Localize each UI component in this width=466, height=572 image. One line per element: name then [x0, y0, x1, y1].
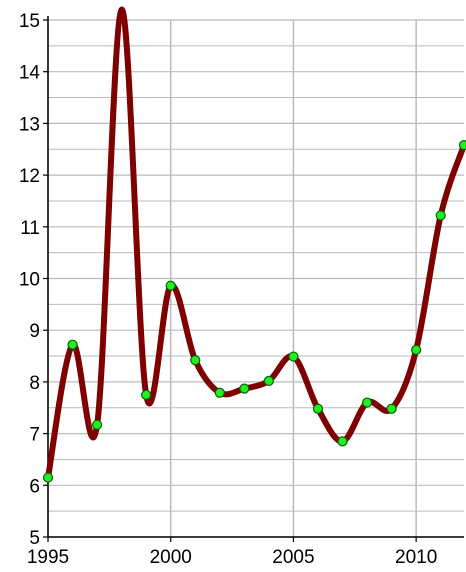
data-point — [435, 210, 446, 221]
grid — [47, 19, 464, 538]
data-point — [165, 280, 176, 291]
y-tick-label: 9 — [29, 321, 40, 342]
data-point — [239, 383, 250, 394]
y-tick-label: 7 — [29, 425, 40, 446]
data-point — [190, 355, 201, 366]
y-tick-label: 6 — [29, 476, 40, 497]
data-point — [67, 339, 78, 350]
data-point — [42, 472, 54, 483]
data-point — [288, 351, 299, 362]
x-tick-label: 2010 — [395, 547, 437, 568]
data-point — [411, 344, 422, 355]
tick-labels: 5 6 7 8 9 10 11 12 13 14 15 1995 2000 2005 2010 — [19, 11, 437, 568]
data-point — [91, 419, 103, 430]
y-tick-label: 13 — [19, 114, 40, 135]
data-point — [263, 375, 274, 386]
data-point — [386, 403, 397, 414]
axes — [43, 16, 464, 542]
data-point — [458, 140, 466, 151]
data-point — [312, 403, 324, 414]
y-tick-label: 14 — [19, 63, 41, 84]
data-markers — [42, 140, 466, 483]
data-point — [337, 436, 348, 447]
y-tick-label: 8 — [29, 373, 40, 394]
data-point — [141, 389, 152, 400]
x-tick-label: 2005 — [272, 547, 314, 568]
y-tick-label: 15 — [19, 11, 40, 32]
x-tick-label: 2000 — [150, 547, 192, 568]
y-tick-label: 10 — [19, 270, 40, 291]
data-point — [361, 397, 373, 408]
y-tick-label: 11 — [20, 218, 40, 239]
y-tick-label: 12 — [19, 166, 40, 187]
data-point — [214, 387, 225, 398]
y-tick-label: 5 — [29, 528, 40, 549]
x-tick-label: 1995 — [27, 547, 69, 568]
